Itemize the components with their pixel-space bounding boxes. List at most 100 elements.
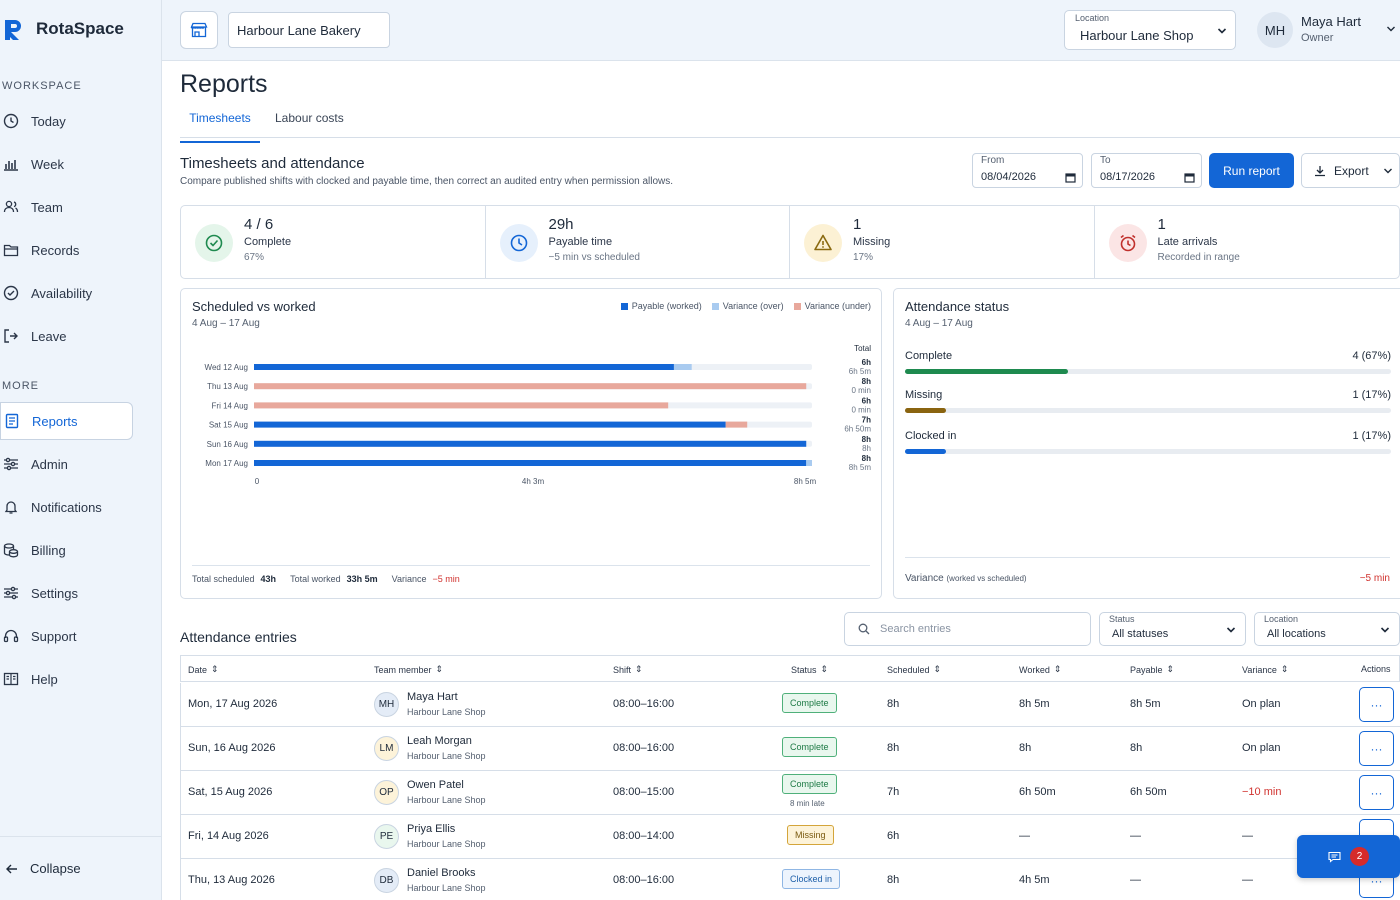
user-name[interactable]: Maya Hart xyxy=(1301,14,1361,29)
row-actions-button[interactable]: ··· xyxy=(1359,731,1394,766)
avatar[interactable]: MH xyxy=(1257,12,1293,48)
tab-timesheets[interactable]: Timesheets xyxy=(180,111,260,143)
cell-worked: 6h 50m xyxy=(1019,786,1056,798)
calendar-icon[interactable] xyxy=(1184,172,1195,183)
member-location: Harbour Lane Shop xyxy=(407,883,486,893)
total-scheduled-label: Total scheduled xyxy=(192,574,255,584)
sidebar-item-label: Admin xyxy=(31,456,68,472)
location-filter-select[interactable]: Location All locations xyxy=(1254,612,1400,646)
row-actions-button[interactable]: ··· xyxy=(1359,775,1394,810)
org-name-field[interactable]: Harbour Lane Bakery xyxy=(228,12,390,48)
column-header-status[interactable]: Status ⇕ xyxy=(791,664,828,675)
table-row[interactable]: Mon, 17 Aug 2026 MH Maya Hart Harbour Lane … xyxy=(180,683,1400,727)
sidebar-item-notifications[interactable]: Notifications xyxy=(0,488,133,526)
kpi-label: Missing xyxy=(853,236,891,248)
column-header-date[interactable]: Date ⇕ xyxy=(188,664,219,675)
sidebar-item-week[interactable]: Week xyxy=(0,145,133,183)
brand[interactable]: RotaSpace xyxy=(2,16,124,42)
total-scheduled-label: 8h xyxy=(862,377,871,386)
calendar-icon[interactable] xyxy=(1065,172,1076,183)
sidebar-item-records[interactable]: Records xyxy=(0,231,133,269)
attendance-variance-label: Variance (worked vs scheduled) xyxy=(905,573,1027,584)
column-header-worked[interactable]: Worked ⇕ xyxy=(1019,664,1061,675)
filter-value: All statuses xyxy=(1112,628,1169,640)
sidebar-item-leave[interactable]: Leave xyxy=(0,317,133,355)
bar-variance-over xyxy=(806,460,812,466)
run-report-button[interactable]: Run report xyxy=(1209,153,1294,188)
status-track xyxy=(905,408,1391,413)
status-filter-select[interactable]: Status All statuses xyxy=(1099,612,1246,646)
table-row[interactable]: Fri, 14 Aug 2026 PE Priya Ellis Harbour Lan… xyxy=(180,815,1400,859)
sort-icon: ⇕ xyxy=(1280,664,1289,674)
cell-date: Sat, 15 Aug 2026 xyxy=(188,786,273,798)
legend-label: Variance (over) xyxy=(722,301,784,311)
member-name[interactable]: Daniel Brooks xyxy=(407,867,476,879)
sidebar-item-label: Reports xyxy=(32,413,78,429)
chevron-down-icon xyxy=(1217,28,1227,34)
sidebar-item-reports[interactable]: Reports xyxy=(0,402,133,440)
member-name[interactable]: Owen Patel xyxy=(407,779,464,791)
attendance-variance-value: −5 min xyxy=(1359,573,1390,584)
clock-icon xyxy=(3,113,19,129)
member-name[interactable]: Maya Hart xyxy=(407,691,458,703)
tab-labour-costs[interactable]: Labour costs xyxy=(275,111,344,125)
column-label: Status xyxy=(791,664,817,675)
chevron-down-icon xyxy=(1226,627,1236,633)
sidebar-item-support[interactable]: Support xyxy=(0,617,133,655)
sidebar-item-team[interactable]: Team xyxy=(0,188,133,226)
sidebar-item-label: Help xyxy=(31,671,58,687)
row-actions-button[interactable]: ··· xyxy=(1359,687,1394,722)
member-name[interactable]: Leah Morgan xyxy=(407,735,472,747)
table-row[interactable]: Sat, 15 Aug 2026 OP Owen Patel Harbour Lane… xyxy=(180,771,1400,815)
chat-button[interactable]: 2 xyxy=(1297,835,1400,878)
chevron-down-icon[interactable] xyxy=(1386,24,1396,34)
cell-payable: — xyxy=(1130,874,1141,886)
sort-icon: ⇕ xyxy=(1166,664,1175,674)
store-switch-button[interactable] xyxy=(180,11,218,49)
panel-subtitle: 4 Aug – 17 Aug xyxy=(192,318,260,329)
variance-label: Variance xyxy=(391,574,427,584)
cell-worked: 4h 5m xyxy=(1019,874,1050,886)
download-icon xyxy=(1315,165,1325,176)
kpi-icon-bg xyxy=(195,224,233,262)
sidebar-item-admin[interactable]: Admin xyxy=(0,445,133,483)
column-header-shift[interactable]: Shift ⇕ xyxy=(613,664,643,675)
sidebar-item-availability[interactable]: Availability xyxy=(0,274,133,312)
x-tick-label: 0 xyxy=(255,477,260,486)
sidebar-item-label: Records xyxy=(31,242,80,258)
member-location: Harbour Lane Shop xyxy=(407,751,486,761)
logout-icon xyxy=(4,329,18,343)
sidebar-item-today[interactable]: Today xyxy=(0,102,133,140)
table-row[interactable]: Sun, 16 Aug 2026 LM Leah Morgan Harbour Lan… xyxy=(180,727,1400,771)
cell-variance: — xyxy=(1242,830,1253,842)
member-name[interactable]: Priya Ellis xyxy=(407,823,456,835)
chart-footer: Total scheduled 43h Total worked 33h 5m Va… xyxy=(192,574,460,584)
column-header-team-member[interactable]: Team member ⇕ xyxy=(374,664,443,675)
kpi-icon-bg xyxy=(1108,224,1147,262)
collapse-button[interactable]: Collapse xyxy=(0,836,161,900)
search-input[interactable]: Search entries xyxy=(844,612,1091,646)
unread-count-badge: 2 xyxy=(1350,847,1369,866)
table-row[interactable]: Thu, 13 Aug 2026 DB Daniel Brooks Harbour L… xyxy=(180,859,1400,900)
variance: Variance −5 min xyxy=(392,574,460,584)
totals-header: Total xyxy=(854,344,871,353)
export-button[interactable]: Export xyxy=(1301,153,1400,188)
column-header-payable[interactable]: Payable ⇕ xyxy=(1130,664,1174,675)
arrow-left-icon xyxy=(6,864,17,873)
more-section-label: MORE xyxy=(2,380,39,392)
column-header-scheduled[interactable]: Scheduled ⇕ xyxy=(887,664,941,675)
to-date-field[interactable]: To 08/17/2026 xyxy=(1091,153,1202,188)
status-label: Missing xyxy=(905,389,943,401)
status-badge: Complete xyxy=(782,693,837,713)
location-select[interactable]: Location Harbour Lane Shop xyxy=(1064,10,1236,50)
chat-icon xyxy=(1328,851,1341,863)
warning-icon xyxy=(814,234,832,251)
sidebar-item-billing[interactable]: Billing xyxy=(0,531,133,569)
from-date-field[interactable]: From 08/04/2026 xyxy=(972,153,1083,188)
sidebar-item-settings[interactable]: Settings xyxy=(0,574,133,612)
column-label: Date xyxy=(188,664,208,675)
bar-variance-under xyxy=(254,402,669,409)
search-placeholder: Search entries xyxy=(880,623,951,635)
column-header-variance[interactable]: Variance ⇕ xyxy=(1242,664,1288,675)
sidebar-item-help[interactable]: Help xyxy=(0,660,133,698)
